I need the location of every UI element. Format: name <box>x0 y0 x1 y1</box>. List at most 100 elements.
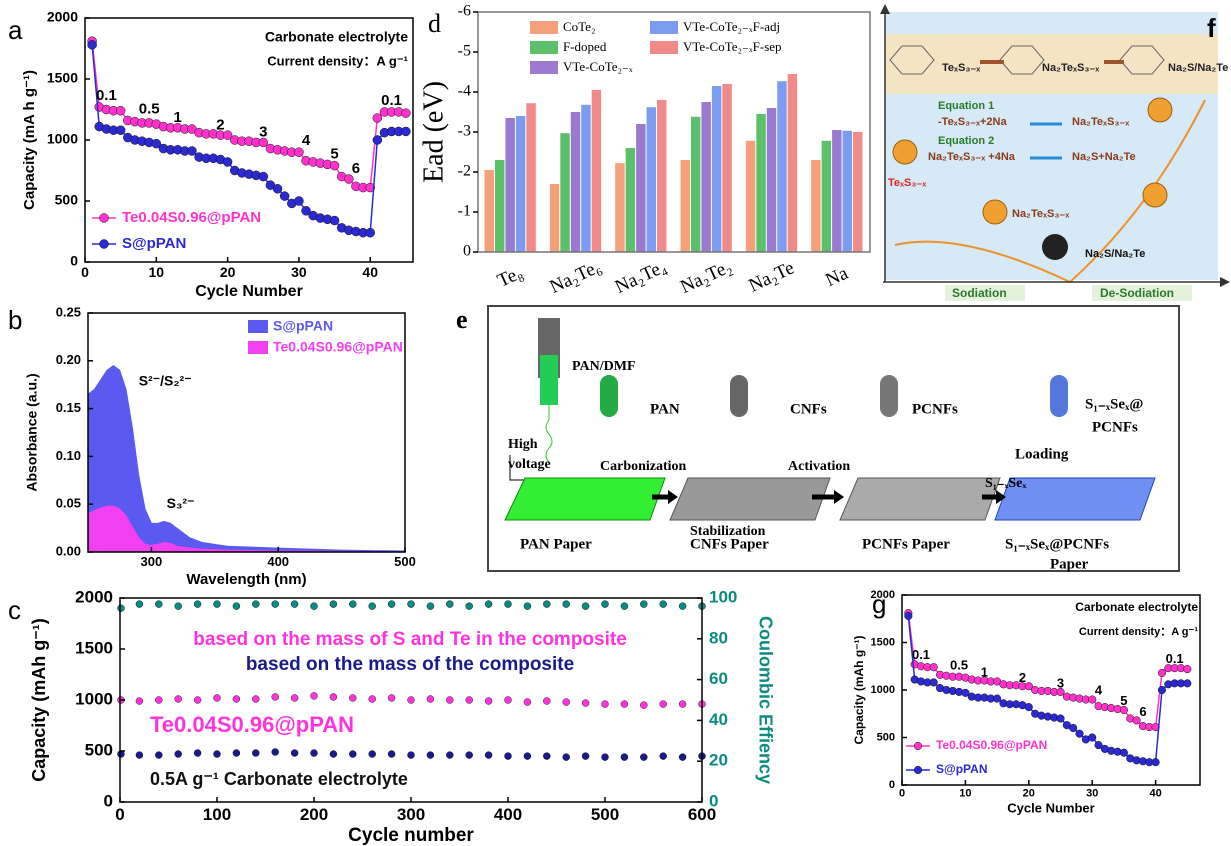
marker <box>194 601 201 608</box>
rate-label: 4 <box>302 132 311 149</box>
marker <box>679 603 686 610</box>
marker <box>136 752 143 759</box>
chart-subtitle: Current density：A g⁻¹ <box>1079 626 1198 638</box>
y-tick-label: -5 <box>458 43 471 60</box>
y-tick-label: 1000 <box>47 131 78 147</box>
bar <box>822 141 831 252</box>
marker <box>369 751 376 758</box>
cluster-ball <box>983 200 1007 224</box>
marker <box>187 146 196 155</box>
y-tick-label: 1500 <box>47 70 78 86</box>
marker <box>408 697 415 704</box>
annotation: S₃²⁻ <box>167 495 195 511</box>
legend-swatch <box>530 21 558 34</box>
bar <box>581 105 590 252</box>
schematic-label: S₁₋ₓSeₓ@PCNFs <box>1005 536 1109 552</box>
y-tick-label: 2000 <box>75 587 113 606</box>
x-axis-label: Wavelength (nm) <box>186 571 306 588</box>
rate-label: 4 <box>1095 682 1103 697</box>
marker <box>272 693 279 700</box>
x-tick-label: 30 <box>1086 788 1098 800</box>
y-axis-label: Capacity (mAh g⁻¹) <box>852 635 866 744</box>
bar <box>615 163 624 252</box>
bar <box>571 112 580 252</box>
marker <box>233 695 240 702</box>
marker <box>602 701 609 708</box>
y2-tick-label: 20 <box>709 751 728 770</box>
cnfs-paper <box>670 478 830 520</box>
chart-label: f <box>1207 13 1216 43</box>
x-tick-label: 40 <box>1149 788 1161 800</box>
marker <box>1025 703 1033 711</box>
marker <box>349 601 356 608</box>
legend-swatch <box>530 61 558 74</box>
x-tick-label: 10 <box>959 788 971 800</box>
legend-swatch <box>530 41 558 54</box>
y2-tick-label: 40 <box>709 710 728 729</box>
schematic-label: Paper <box>1050 556 1089 572</box>
bar <box>657 100 666 252</box>
marker <box>563 699 570 706</box>
marker <box>388 694 395 701</box>
y-tick-label: 500 <box>85 740 113 759</box>
schematic-label: Na₂TeₓS₃₋ₓ +4Na <box>928 151 1016 163</box>
y-tick-label: 0 <box>889 779 895 791</box>
y-tick-label: 0.10 <box>56 448 81 463</box>
legend-label: S@pPAN <box>122 235 186 252</box>
schematic-label: voltage <box>508 457 551 472</box>
marker <box>252 750 259 757</box>
bar <box>843 131 852 252</box>
x-tick-label: 20 <box>220 264 236 280</box>
legend-swatch <box>248 320 268 333</box>
syringe-solution <box>540 355 558 405</box>
marker <box>294 197 303 206</box>
y-tick-label: 0.25 <box>56 304 81 319</box>
x-tick-label: 0 <box>81 264 89 280</box>
bar <box>505 118 514 252</box>
schematic-label: PAN Paper <box>520 536 592 552</box>
schematic-label: De-Sodiation <box>1100 286 1174 300</box>
schematic-label: CNFs <box>790 401 827 417</box>
marker <box>155 697 162 704</box>
marker <box>660 701 667 708</box>
bar <box>550 184 559 252</box>
bar <box>495 160 504 252</box>
legend-swatch <box>650 21 678 34</box>
marker <box>446 697 453 704</box>
x-axis-label: Cycle Number <box>195 283 303 300</box>
bar <box>756 114 765 252</box>
y2-axis-label: Coulombic Effiency <box>755 616 775 784</box>
x-tick-label: 400 <box>494 805 522 824</box>
marker <box>446 601 453 608</box>
marker <box>993 695 1001 703</box>
schematic-label: S₁₋ₓSeₓ <box>985 476 1027 491</box>
marker <box>273 184 282 193</box>
schematic-label: High <box>508 437 538 452</box>
schematic-label: PAN/DMF <box>572 359 636 374</box>
marker <box>1158 669 1166 677</box>
marker <box>330 216 339 225</box>
bar <box>560 133 569 252</box>
cluster-ball <box>893 140 917 164</box>
y-tick-label: 500 <box>877 731 895 743</box>
legend-label: VTe-CoTe₂₋ₓ <box>563 59 633 74</box>
bar <box>746 141 755 252</box>
legend-marker <box>914 766 922 774</box>
rate-label: 3 <box>259 124 267 141</box>
bar <box>777 81 786 252</box>
marker <box>349 751 356 758</box>
bar <box>701 102 710 252</box>
marker <box>408 601 415 608</box>
marker <box>582 603 589 610</box>
y-tick-label: 1000 <box>871 684 895 696</box>
marker <box>524 699 531 706</box>
marker <box>373 136 382 145</box>
rate-label: 6 <box>352 160 360 177</box>
marker <box>214 694 221 701</box>
marker <box>660 753 667 760</box>
schematic-label: Activation <box>788 459 850 474</box>
y2-tick-label: 100 <box>709 587 737 606</box>
bar <box>636 124 645 252</box>
marker <box>311 603 318 610</box>
schematic-label: PAN <box>650 401 680 417</box>
